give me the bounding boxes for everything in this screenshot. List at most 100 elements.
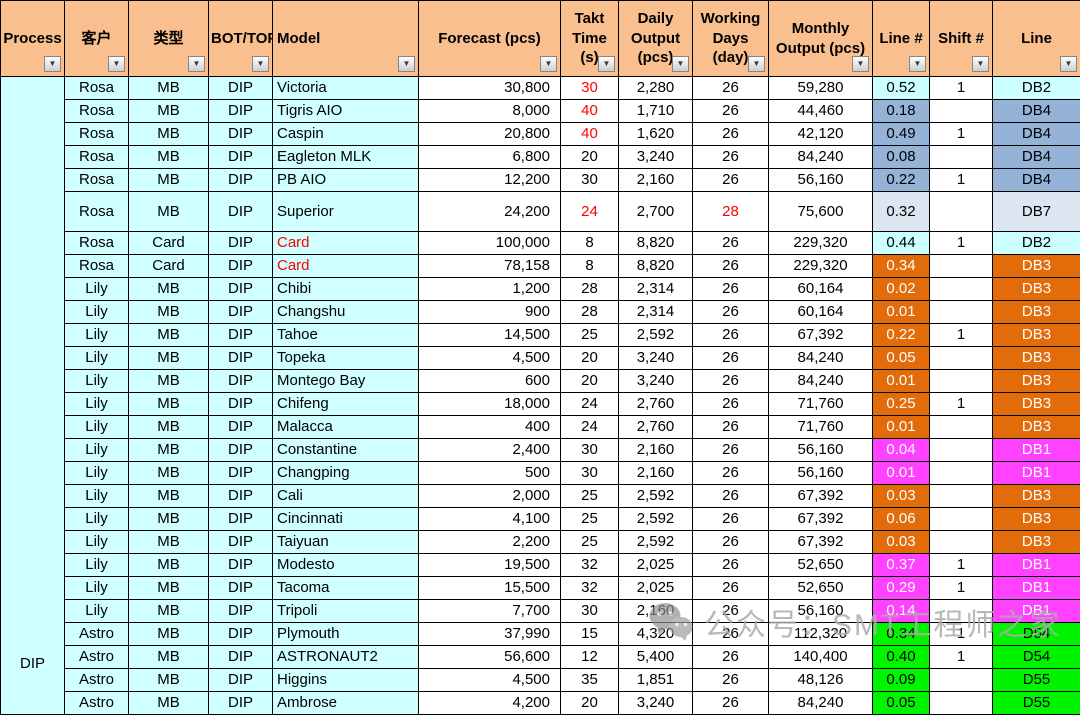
cell-model[interactable]: Caspin (273, 123, 419, 146)
cell-type[interactable]: MB (129, 416, 209, 439)
cell-line-count[interactable]: 0.01 (873, 370, 930, 393)
cell-line[interactable]: DB2 (993, 232, 1080, 255)
cell-monthly-output[interactable]: 229,320 (769, 255, 873, 278)
cell-line-count[interactable]: 0.03 (873, 485, 930, 508)
cell-bot-top[interactable]: DIP (209, 462, 273, 485)
cell-takt-time[interactable]: 25 (561, 508, 619, 531)
cell-line[interactable]: D54 (993, 646, 1080, 669)
cell-monthly-output[interactable]: 60,164 (769, 278, 873, 301)
cell-monthly-output[interactable]: 48,126 (769, 669, 873, 692)
cell-bot-top[interactable]: DIP (209, 600, 273, 623)
cell-customer[interactable]: Astro (65, 692, 129, 715)
cell-monthly-output[interactable]: 84,240 (769, 347, 873, 370)
cell-working-days[interactable]: 26 (693, 462, 769, 485)
cell-type[interactable]: MB (129, 669, 209, 692)
cell-model[interactable]: PB AIO (273, 169, 419, 192)
cell-type[interactable]: MB (129, 77, 209, 100)
cell-line[interactable]: DB3 (993, 508, 1080, 531)
cell-forecast[interactable]: 2,000 (419, 485, 561, 508)
filter-dropdown-icon[interactable]: ▼ (398, 56, 415, 72)
cell-customer[interactable]: Lily (65, 531, 129, 554)
cell-forecast[interactable]: 8,000 (419, 100, 561, 123)
cell-daily-output[interactable]: 5,400 (619, 646, 693, 669)
cell-takt-time[interactable]: 12 (561, 646, 619, 669)
cell-bot-top[interactable]: DIP (209, 692, 273, 715)
cell-working-days[interactable]: 26 (693, 416, 769, 439)
cell-daily-output[interactable]: 2,025 (619, 577, 693, 600)
cell-line[interactable]: DB4 (993, 146, 1080, 169)
cell-customer[interactable]: Lily (65, 278, 129, 301)
cell-line-count[interactable]: 0.22 (873, 324, 930, 347)
cell-daily-output[interactable]: 2,760 (619, 416, 693, 439)
cell-model[interactable]: Taiyuan (273, 531, 419, 554)
cell-bot-top[interactable]: DIP (209, 439, 273, 462)
cell-monthly-output[interactable]: 71,760 (769, 416, 873, 439)
cell-customer[interactable]: Lily (65, 301, 129, 324)
cell-monthly-output[interactable]: 56,160 (769, 169, 873, 192)
cell-line-count[interactable]: 0.05 (873, 692, 930, 715)
cell-model[interactable]: Cali (273, 485, 419, 508)
cell-line[interactable]: DB4 (993, 169, 1080, 192)
cell-shift-count[interactable]: 1 (930, 554, 993, 577)
cell-monthly-output[interactable]: 42,120 (769, 123, 873, 146)
cell-customer[interactable]: Astro (65, 669, 129, 692)
cell-forecast[interactable]: 24,200 (419, 192, 561, 232)
cell-forecast[interactable]: 2,200 (419, 531, 561, 554)
cell-line-count[interactable]: 0.32 (873, 192, 930, 232)
cell-daily-output[interactable]: 2,314 (619, 278, 693, 301)
cell-daily-output[interactable]: 2,160 (619, 439, 693, 462)
cell-line-count[interactable]: 0.08 (873, 146, 930, 169)
cell-line[interactable]: DB3 (993, 347, 1080, 370)
cell-type[interactable]: Card (129, 232, 209, 255)
cell-model[interactable]: Ambrose (273, 692, 419, 715)
cell-working-days[interactable]: 26 (693, 232, 769, 255)
cell-takt-time[interactable]: 8 (561, 255, 619, 278)
cell-forecast[interactable]: 4,500 (419, 347, 561, 370)
cell-takt-time[interactable]: 25 (561, 531, 619, 554)
cell-working-days[interactable]: 26 (693, 646, 769, 669)
cell-forecast[interactable]: 19,500 (419, 554, 561, 577)
cell-forecast[interactable]: 600 (419, 370, 561, 393)
cell-line-count[interactable]: 0.01 (873, 301, 930, 324)
cell-monthly-output[interactable]: 71,760 (769, 393, 873, 416)
cell-line-count[interactable]: 0.49 (873, 123, 930, 146)
cell-working-days[interactable]: 26 (693, 146, 769, 169)
cell-working-days[interactable]: 26 (693, 508, 769, 531)
cell-line-count[interactable]: 0.29 (873, 577, 930, 600)
cell-line[interactable]: DB4 (993, 100, 1080, 123)
cell-working-days[interactable]: 26 (693, 485, 769, 508)
cell-daily-output[interactable]: 2,160 (619, 169, 693, 192)
cell-line-count[interactable]: 0.02 (873, 278, 930, 301)
cell-model[interactable]: Chifeng (273, 393, 419, 416)
cell-working-days[interactable]: 26 (693, 324, 769, 347)
cell-bot-top[interactable]: DIP (209, 393, 273, 416)
cell-customer[interactable]: Lily (65, 416, 129, 439)
cell-daily-output[interactable]: 3,240 (619, 370, 693, 393)
cell-working-days[interactable]: 26 (693, 278, 769, 301)
cell-line[interactable]: D55 (993, 669, 1080, 692)
cell-line-count[interactable]: 0.03 (873, 531, 930, 554)
cell-takt-time[interactable]: 30 (561, 77, 619, 100)
cell-takt-time[interactable]: 25 (561, 485, 619, 508)
cell-shift-count[interactable] (930, 370, 993, 393)
cell-shift-count[interactable] (930, 439, 993, 462)
cell-line-count[interactable]: 0.25 (873, 393, 930, 416)
filter-dropdown-icon[interactable]: ▼ (108, 56, 125, 72)
cell-takt-time[interactable]: 30 (561, 600, 619, 623)
cell-daily-output[interactable]: 2,592 (619, 324, 693, 347)
cell-daily-output[interactable]: 4,320 (619, 623, 693, 646)
cell-monthly-output[interactable]: 56,160 (769, 462, 873, 485)
cell-working-days[interactable]: 28 (693, 192, 769, 232)
cell-line[interactable]: DB1 (993, 439, 1080, 462)
cell-monthly-output[interactable]: 56,160 (769, 439, 873, 462)
cell-shift-count[interactable] (930, 192, 993, 232)
cell-shift-count[interactable] (930, 278, 993, 301)
cell-type[interactable]: MB (129, 508, 209, 531)
cell-line[interactable]: DB7 (993, 192, 1080, 232)
cell-takt-time[interactable]: 24 (561, 416, 619, 439)
cell-bot-top[interactable]: DIP (209, 347, 273, 370)
cell-working-days[interactable]: 26 (693, 169, 769, 192)
process-group-cell[interactable]: DIP (1, 77, 65, 715)
cell-line-count[interactable]: 0.44 (873, 232, 930, 255)
cell-bot-top[interactable]: DIP (209, 324, 273, 347)
